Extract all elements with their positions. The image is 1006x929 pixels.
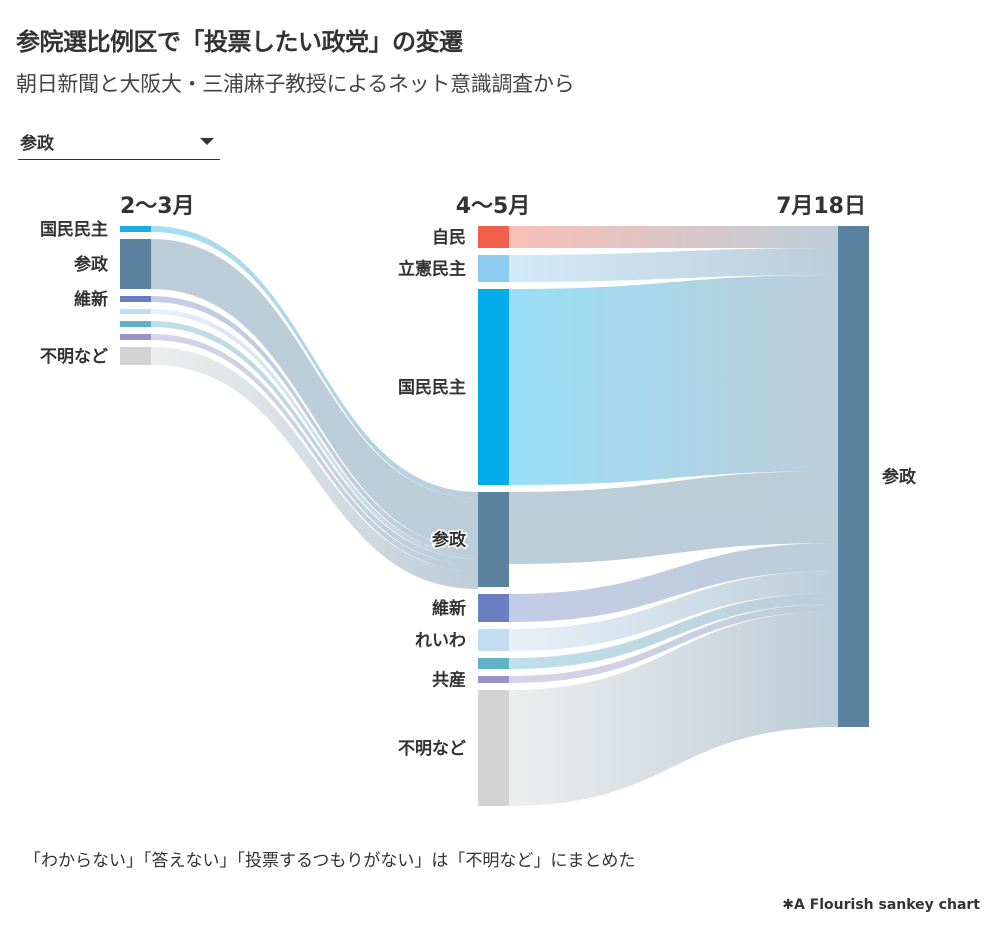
links (151, 226, 838, 806)
sankey-node[interactable] (478, 594, 509, 622)
sankey-link[interactable] (509, 275, 838, 485)
node-label: 参政 (432, 530, 467, 551)
node-label: 維新 (432, 598, 466, 619)
sankey-node[interactable] (478, 658, 509, 669)
node-label: れいわ (415, 631, 466, 651)
page-title: 参院選比例区で「投票したい政党」の変遷 (16, 28, 463, 56)
sankey-link[interactable] (509, 571, 838, 651)
sankey-link[interactable] (151, 309, 478, 559)
sankey-link[interactable] (509, 604, 838, 683)
sankey-node[interactable] (478, 492, 509, 587)
party-filter-dropdown[interactable]: 参政 (18, 126, 220, 160)
sankey-node[interactable] (120, 347, 151, 365)
column-header: 2〜3月 (120, 194, 195, 219)
sankey-chart: 国民民主参政維新不明など自民立憲民主国民民主参政維新れいわ共産不明など参政2〜3… (39, 194, 918, 806)
sankey-node[interactable] (478, 690, 509, 806)
node-label: 不明など (398, 739, 466, 759)
sankey-node[interactable] (120, 296, 151, 302)
column-header: 7月18日 (776, 194, 866, 219)
sankey-node[interactable] (838, 226, 869, 727)
page-subtitle: 朝日新聞と大阪大・三浦麻子教授によるネット意識調査から (16, 72, 575, 96)
node-label: 自民 (432, 227, 466, 248)
sankey-node[interactable] (478, 289, 509, 485)
sankey-link[interactable] (151, 226, 478, 498)
sankey-link[interactable] (509, 593, 838, 669)
sankey-link[interactable] (509, 611, 838, 806)
sankey-node[interactable] (478, 676, 509, 683)
node-label: 不明など (40, 347, 108, 367)
node-label: 国民民主 (40, 219, 108, 240)
column-header: 4〜5月 (456, 194, 531, 219)
sankey-link[interactable] (509, 226, 838, 248)
flourish-credit[interactable]: ✱A Flourish sankey chart (782, 897, 980, 913)
sankey-node[interactable] (120, 334, 151, 340)
sankey-link[interactable] (151, 239, 478, 548)
node-label: 維新 (74, 289, 108, 310)
sankey-link[interactable] (151, 321, 478, 565)
node-label: 立憲民主 (398, 259, 466, 280)
node-label: 共産 (432, 670, 466, 691)
sankey-link[interactable] (509, 543, 838, 622)
node-label: 参政 (74, 254, 109, 275)
sankey-node[interactable] (120, 309, 151, 314)
sankey-link[interactable] (509, 248, 838, 282)
sankey-node[interactable] (120, 321, 151, 327)
node-label: 参政 (882, 467, 917, 488)
sankey-node[interactable] (478, 629, 509, 651)
sankey-node[interactable] (478, 226, 509, 248)
node-label: 国民民主 (398, 377, 466, 398)
sankey-node[interactable] (478, 255, 509, 282)
flourish-logo-icon: ✱ (782, 897, 794, 913)
sankey-link[interactable] (151, 334, 478, 571)
credit-text: A Flourish sankey chart (793, 897, 980, 913)
sankey-node[interactable] (120, 239, 151, 289)
sankey-link[interactable] (509, 471, 838, 564)
chevron-down-icon (200, 138, 214, 145)
dropdown-selected-value: 参政 (20, 134, 54, 154)
footnote: 「わからない」「答えない」「投票するつもりがない」は「不明など」にまとめた (24, 851, 636, 871)
sankey-node[interactable] (120, 226, 151, 232)
sankey-link[interactable] (151, 347, 478, 589)
sankey-link[interactable] (151, 296, 478, 554)
